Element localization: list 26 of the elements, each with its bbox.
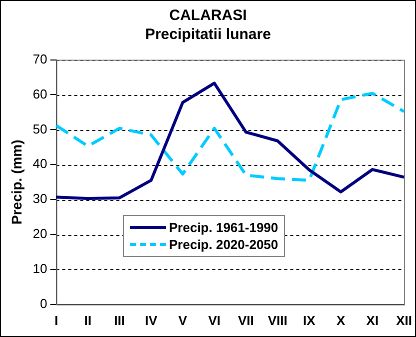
legend-label: Precip. 1961-1990 [169, 219, 278, 236]
x-tick-label: III [114, 312, 125, 328]
y-tick-label: 0 [40, 296, 48, 311]
x-tick-label: IX [303, 312, 316, 328]
y-tick-label: 50 [32, 121, 48, 136]
x-tick-label: XII [396, 312, 412, 328]
legend-label: Precip. 2020-2050 [169, 236, 278, 253]
chart-title: CALARASI [168, 6, 248, 25]
x-tick-label: I [54, 312, 58, 328]
y-tick-label: 30 [32, 191, 48, 206]
x-tick-label: VIII [268, 312, 288, 328]
line-series [54, 92, 406, 182]
chart-subtitle: Precipitatii lunare [144, 25, 272, 44]
y-tick-label: 60 [32, 86, 48, 102]
x-tick-label: XI [366, 312, 379, 328]
x-tick-label: X [336, 312, 346, 328]
x-tick-label: II [84, 312, 92, 328]
x-tick-label: VII [238, 312, 254, 328]
y-tick-label: 40 [32, 156, 48, 172]
y-axis-title: Precip. (mm) [8, 140, 24, 225]
x-tick-label: VI [208, 312, 220, 328]
x-tick-label: IV [144, 312, 158, 328]
x-tick-label: V [178, 312, 188, 328]
y-tick-label: 20 [32, 226, 48, 242]
y-tick-label: 70 [32, 51, 48, 66]
y-tick-label: 10 [32, 261, 48, 276]
